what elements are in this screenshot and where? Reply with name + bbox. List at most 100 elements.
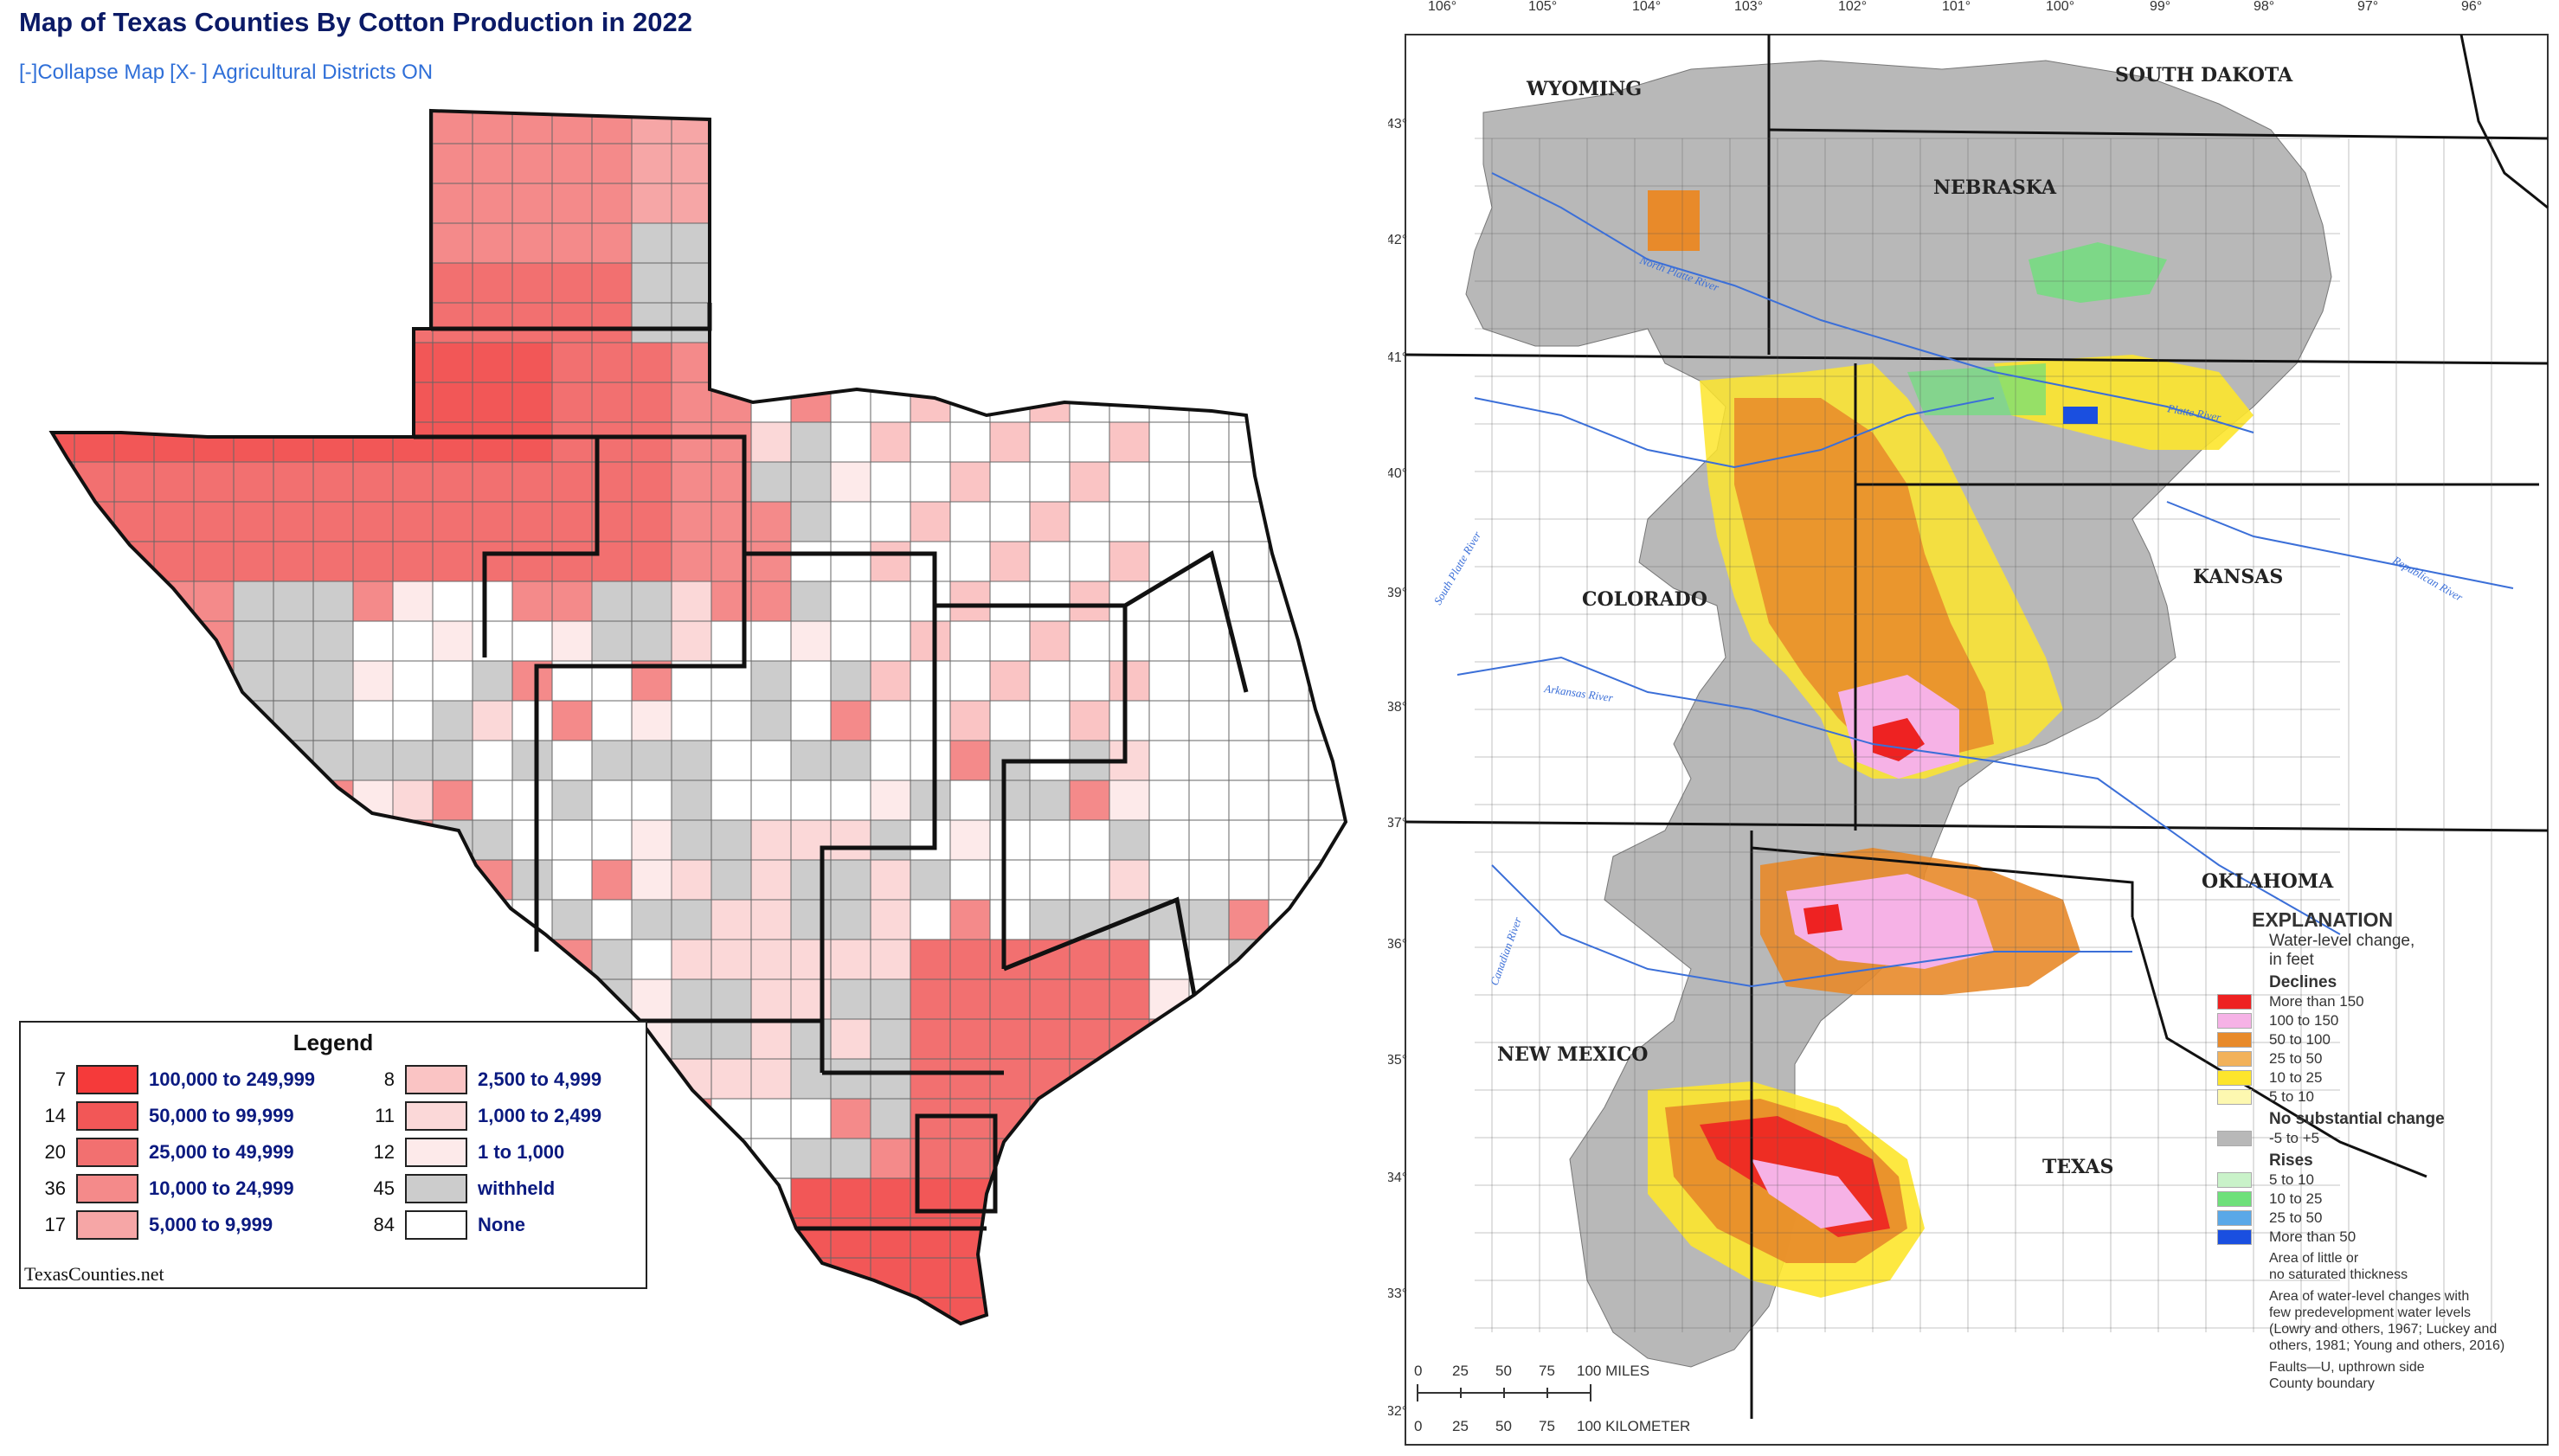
county-cell[interactable] xyxy=(472,541,513,582)
county-cell[interactable] xyxy=(750,222,792,264)
county-cell[interactable] xyxy=(750,1257,792,1299)
county-cell[interactable] xyxy=(1029,1018,1071,1060)
county-cell[interactable] xyxy=(233,302,274,343)
county-cell[interactable] xyxy=(273,700,314,741)
county-cell[interactable] xyxy=(1069,660,1110,702)
county-cell[interactable] xyxy=(830,501,871,542)
county-cell[interactable] xyxy=(1029,899,1071,940)
county-cell[interactable] xyxy=(710,700,752,741)
county-cell[interactable] xyxy=(74,382,115,423)
county-cell[interactable] xyxy=(790,700,832,741)
county-cell[interactable] xyxy=(74,779,115,821)
county-cell[interactable] xyxy=(671,183,712,224)
county-cell[interactable] xyxy=(392,859,434,901)
county-cell[interactable] xyxy=(551,779,593,821)
county-cell[interactable] xyxy=(830,342,871,383)
county-cell[interactable] xyxy=(591,740,633,781)
county-cell[interactable] xyxy=(35,104,75,144)
county-cell[interactable] xyxy=(1268,382,1309,423)
county-cell[interactable] xyxy=(113,740,155,781)
county-cell[interactable] xyxy=(1148,939,1190,980)
county-cell[interactable] xyxy=(1348,940,1385,979)
county-cell[interactable] xyxy=(193,104,235,144)
county-cell[interactable] xyxy=(511,1297,553,1337)
county-cell[interactable] xyxy=(273,302,314,343)
county-cell[interactable] xyxy=(1069,143,1110,184)
county-cell[interactable] xyxy=(910,700,951,741)
county-cell[interactable] xyxy=(432,740,473,781)
county-cell[interactable] xyxy=(511,302,553,343)
county-cell[interactable] xyxy=(154,1337,194,1367)
county-cell[interactable] xyxy=(74,302,115,343)
county-cell[interactable] xyxy=(432,143,473,184)
county-cell[interactable] xyxy=(1348,502,1385,542)
county-cell[interactable] xyxy=(74,1297,115,1337)
county-cell[interactable] xyxy=(1268,143,1309,184)
county-cell[interactable] xyxy=(591,342,633,383)
county-cell[interactable] xyxy=(1268,302,1309,343)
county-cell[interactable] xyxy=(113,660,155,702)
county-cell[interactable] xyxy=(1109,1297,1150,1337)
county-cell[interactable] xyxy=(830,779,871,821)
county-cell[interactable] xyxy=(432,541,473,582)
county-cell[interactable] xyxy=(74,342,115,383)
county-cell[interactable] xyxy=(910,183,951,224)
county-cell[interactable] xyxy=(432,1297,473,1337)
county-cell[interactable] xyxy=(672,1337,711,1367)
county-cell[interactable] xyxy=(1148,740,1190,781)
county-cell[interactable] xyxy=(750,978,792,1020)
county-cell[interactable] xyxy=(870,939,911,980)
county-cell[interactable] xyxy=(949,779,991,821)
county-cell[interactable] xyxy=(113,779,155,821)
county-cell[interactable] xyxy=(193,461,235,503)
county-cell[interactable] xyxy=(631,859,672,901)
county-cell[interactable] xyxy=(352,660,394,702)
county-cell[interactable] xyxy=(472,501,513,542)
county-cell[interactable] xyxy=(1069,541,1110,582)
county-cell[interactable] xyxy=(750,819,792,861)
county-cell[interactable] xyxy=(631,382,672,423)
county-cell[interactable] xyxy=(1148,1177,1190,1219)
county-cell[interactable] xyxy=(1308,978,1348,1020)
county-cell[interactable] xyxy=(1188,1058,1230,1100)
county-cell[interactable] xyxy=(233,779,274,821)
county-cell[interactable] xyxy=(551,580,593,622)
county-cell[interactable] xyxy=(472,580,513,622)
county-cell[interactable] xyxy=(830,222,871,264)
county-cell[interactable] xyxy=(432,660,473,702)
county-cell[interactable] xyxy=(591,939,633,980)
county-cell[interactable] xyxy=(910,779,951,821)
county-cell[interactable] xyxy=(989,779,1031,821)
county-cell[interactable] xyxy=(312,183,354,224)
county-cell[interactable] xyxy=(1308,541,1348,582)
county-cell[interactable] xyxy=(273,859,314,901)
county-cell[interactable] xyxy=(1029,819,1071,861)
county-cell[interactable] xyxy=(750,1217,792,1259)
county-cell[interactable] xyxy=(1228,1177,1270,1219)
county-cell[interactable] xyxy=(74,143,115,184)
county-cell[interactable] xyxy=(1069,262,1110,304)
county-cell[interactable] xyxy=(830,1018,871,1060)
county-cell[interactable] xyxy=(989,1297,1031,1337)
county-cell[interactable] xyxy=(790,1297,832,1337)
county-cell[interactable] xyxy=(830,978,871,1020)
county-cell[interactable] xyxy=(352,859,394,901)
county-cell[interactable] xyxy=(790,978,832,1020)
county-cell[interactable] xyxy=(710,978,752,1020)
county-cell[interactable] xyxy=(392,104,434,144)
county-cell[interactable] xyxy=(312,700,354,741)
county-cell[interactable] xyxy=(1228,1257,1270,1299)
county-cell[interactable] xyxy=(671,1217,712,1259)
county-cell[interactable] xyxy=(710,1217,752,1259)
county-cell[interactable] xyxy=(472,740,513,781)
county-cell[interactable] xyxy=(273,740,314,781)
county-cell[interactable] xyxy=(153,382,195,423)
county-cell[interactable] xyxy=(1348,1298,1385,1337)
county-cell[interactable] xyxy=(990,1337,1030,1367)
county-cell[interactable] xyxy=(1189,1337,1229,1367)
county-cell[interactable] xyxy=(751,1337,791,1367)
county-cell[interactable] xyxy=(193,342,235,383)
county-cell[interactable] xyxy=(989,104,1031,144)
county-cell[interactable] xyxy=(74,262,115,304)
county-cell[interactable] xyxy=(870,1098,911,1139)
